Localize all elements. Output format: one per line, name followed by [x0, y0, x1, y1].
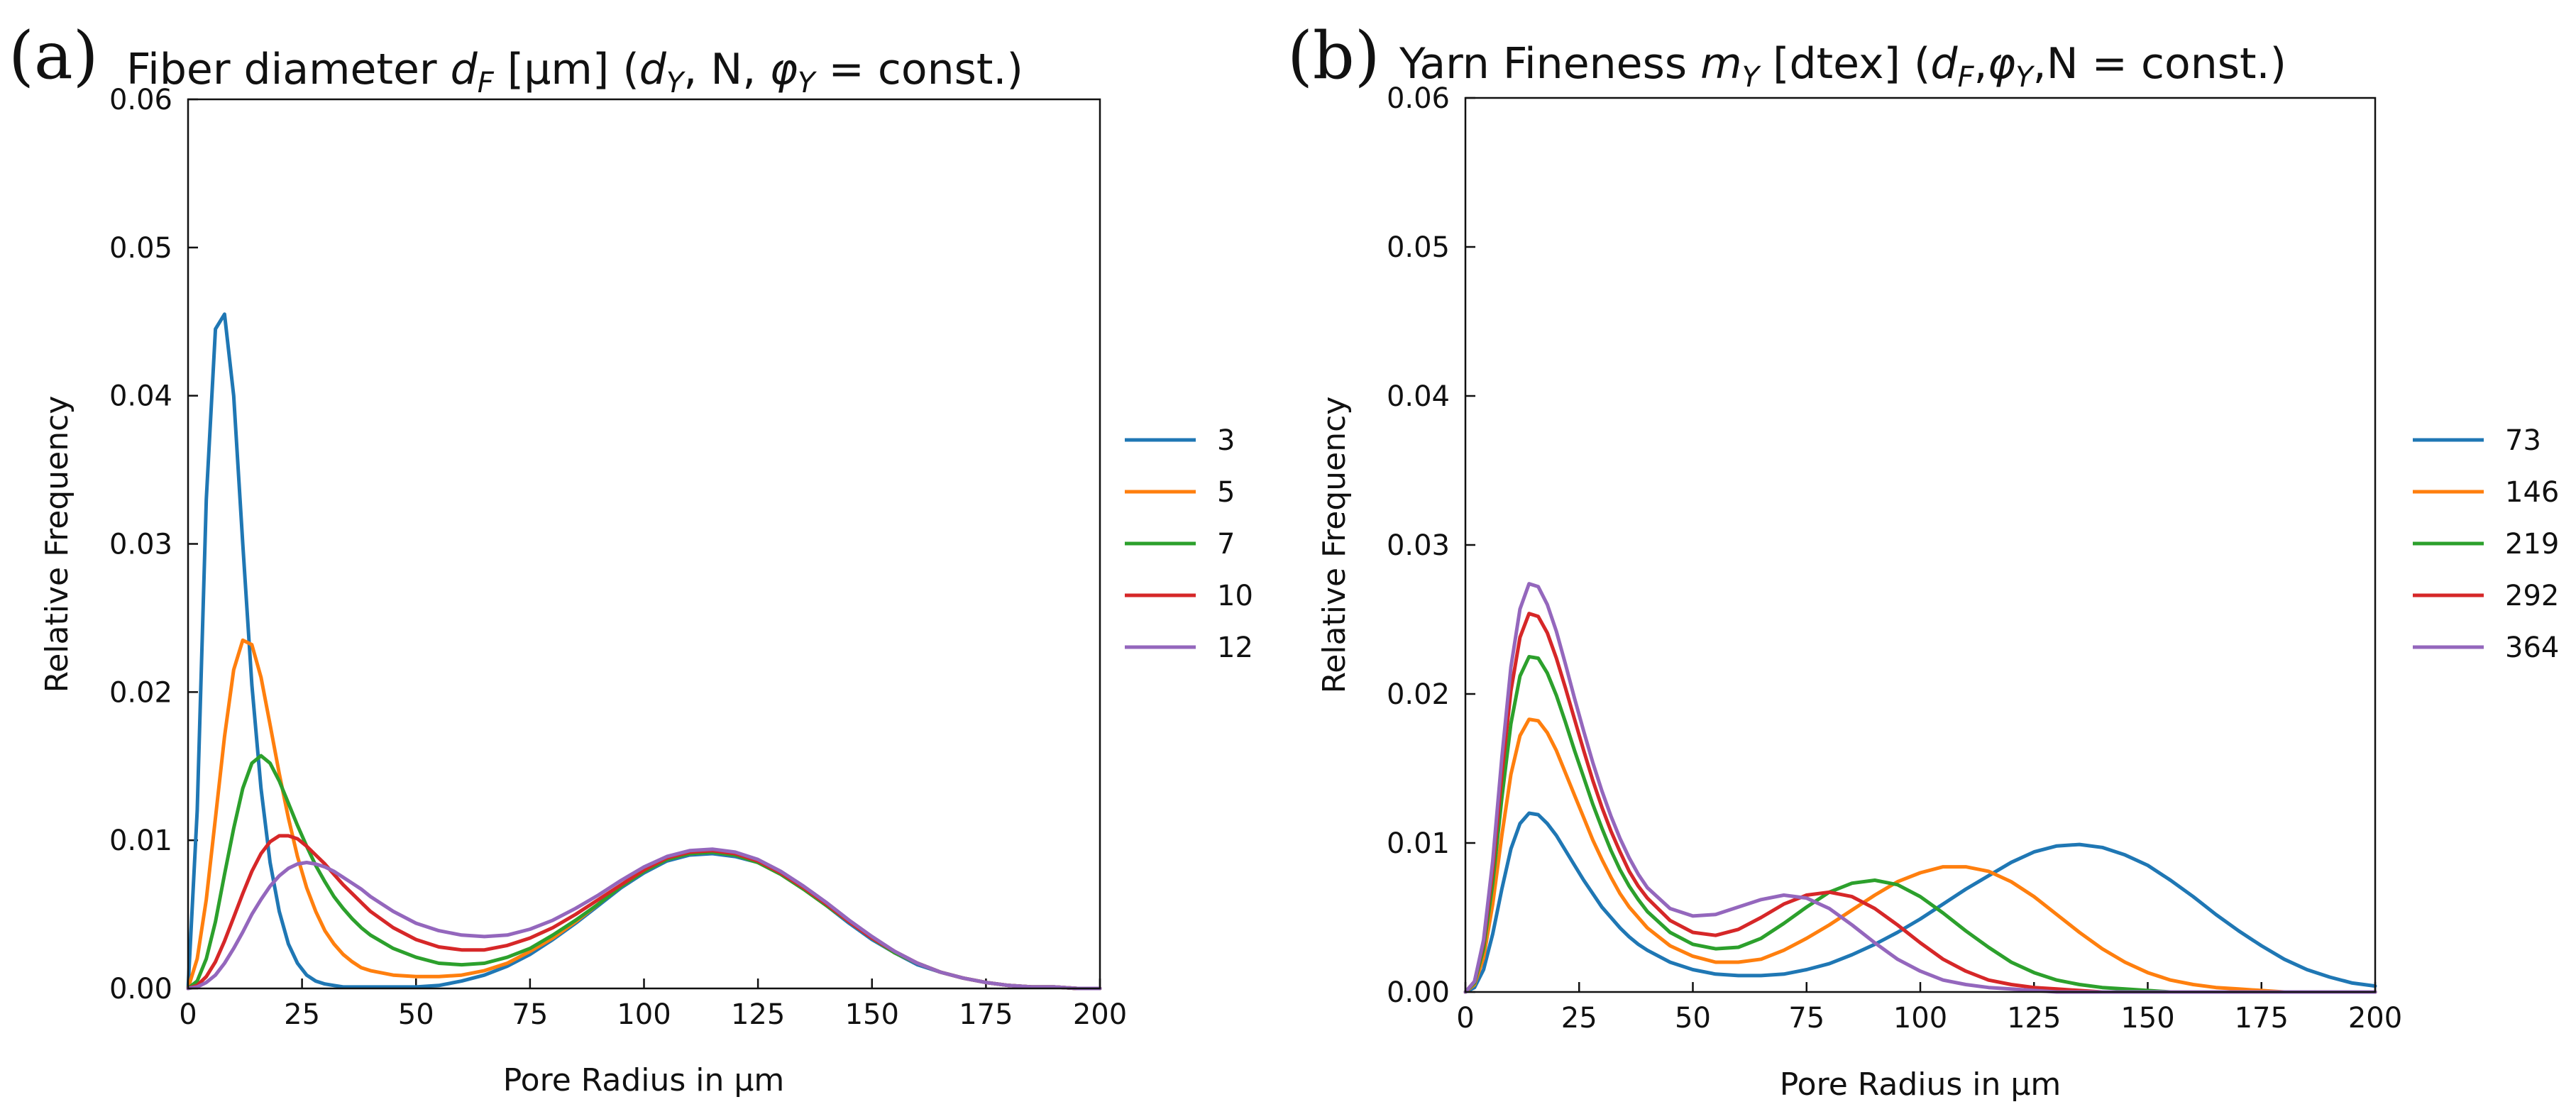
panel-a-xtick-label: 25: [284, 998, 320, 1031]
panel-b-plot-area: [1463, 582, 2377, 994]
panel-a-xtick-label: 50: [398, 998, 434, 1031]
panel-b-ytick-label: 0.01: [1387, 827, 1450, 860]
panel-b-ytick-label: 0.04: [1387, 380, 1450, 413]
panel-b-xtick-label: 200: [2348, 1002, 2402, 1035]
panel-b-xlabel: Pore Radius in µm: [1780, 1066, 2062, 1103]
panel-b-xtick-label: 25: [1561, 1002, 1597, 1035]
panel-b-xtick-label: 150: [2120, 1002, 2174, 1035]
panel-b-xtick-label: 100: [1893, 1002, 1947, 1035]
panel-a-series-10: [186, 834, 1102, 991]
panel-b-frame: [1464, 97, 2377, 993]
panel-a-legend-label-3: 3: [1217, 424, 1235, 457]
panel-b-ytick-label: 0.06: [1387, 82, 1450, 115]
panel-a-ytick-label: 0.01: [109, 825, 172, 857]
panel-a-ytick-label: 0.05: [109, 232, 172, 265]
panel-b-ytick-label: 0.00: [1387, 976, 1450, 1009]
panel-a-xtick-label: 175: [959, 998, 1013, 1031]
panel-b-label: (b): [1287, 18, 1380, 94]
panel-b-xtick-label: 75: [1788, 1002, 1824, 1035]
panel-a-ylabel: Relative Frequency: [39, 396, 75, 693]
panel-a-xtick-label: 100: [617, 998, 671, 1031]
panel-a-plot-area: [186, 312, 1102, 991]
panel-b-legend-label-364: 364: [2505, 632, 2559, 664]
panel-a-xlabel: Pore Radius in µm: [503, 1062, 785, 1098]
panel-b-ytick-label: 0.02: [1387, 678, 1450, 711]
panel-a-legend: 3 5 7 10 12: [1125, 424, 1253, 664]
panel-b-legend-label-73: 73: [2505, 424, 2541, 457]
panel-a-series-12: [186, 847, 1102, 991]
panel-a-xtick-label: 200: [1073, 998, 1127, 1031]
panel-a-xtick-label: 125: [731, 998, 785, 1031]
panel-a-ytick-label: 0.00: [109, 973, 172, 1005]
panel-b-axes: 0 25 50 75 100 125 150 175 200 0.00 0.01 0.02 0.03 0.…: [1387, 82, 2402, 1035]
panel-a-legend-label-12: 12: [1217, 632, 1253, 664]
panel-a-ytick-label: 0.03: [109, 529, 172, 561]
panel-a-legend-label-10: 10: [1217, 580, 1253, 612]
panel-b-xtick-label: 0: [1456, 1002, 1474, 1035]
panel-a-series-7: [186, 754, 1102, 991]
panel-a-ytick-label: 0.02: [109, 676, 172, 709]
panel-a-label: (a): [9, 18, 99, 94]
panel-a-title: Fiber diameter dF [µm] (dY, N, φY = cons…: [126, 45, 1023, 99]
panel-a-axes: 0 25 50 75 100 125 150 175 200 0.00 0.01 0.02 0.03 0.…: [109, 84, 1127, 1031]
panel-b-ylabel: Relative Frequency: [1316, 397, 1353, 694]
panel-b-legend: 73 146 219 292 364: [2413, 424, 2559, 664]
panel-a-series-3: [186, 312, 1102, 991]
panel-b-xtick-label: 125: [2007, 1002, 2061, 1035]
panel-b-legend-label-292: 292: [2505, 580, 2559, 612]
panel-b-xtick-label: 50: [1675, 1002, 1711, 1035]
panel-b-series-146: [1463, 717, 2377, 994]
panel-b: (b) Yarn Fineness mY [dtex] (dF,φY,N = c…: [1287, 18, 2559, 1103]
panel-a-xtick-label: 0: [179, 998, 197, 1031]
panel-a-ytick-label: 0.04: [109, 380, 172, 413]
panel-a-xtick-label: 75: [512, 998, 548, 1031]
panel-a: (a) Fiber diameter dF [µm] (dY, N, φY = …: [9, 18, 1253, 1098]
panel-b-series-292: [1463, 612, 2377, 994]
panel-b-title: Yarn Fineness mY [dtex] (dF,φY,N = const…: [1399, 39, 2286, 94]
panel-b-legend-label-219: 219: [2505, 528, 2559, 561]
panel-a-series-5: [186, 638, 1102, 991]
panel-a-xtick-label: 150: [845, 998, 899, 1031]
panel-b-legend-label-146: 146: [2505, 476, 2559, 509]
panel-a-frame: [187, 98, 1101, 990]
panel-b-ytick-label: 0.05: [1387, 231, 1450, 264]
panel-a-legend-label-5: 5: [1217, 476, 1235, 509]
panel-b-xtick-label: 175: [2235, 1002, 2289, 1035]
panel-b-ytick-label: 0.03: [1387, 529, 1450, 562]
panel-b-series-73: [1463, 811, 2377, 994]
panel-a-legend-label-7: 7: [1217, 528, 1235, 561]
panel-a-ytick-label: 0.06: [109, 84, 172, 116]
